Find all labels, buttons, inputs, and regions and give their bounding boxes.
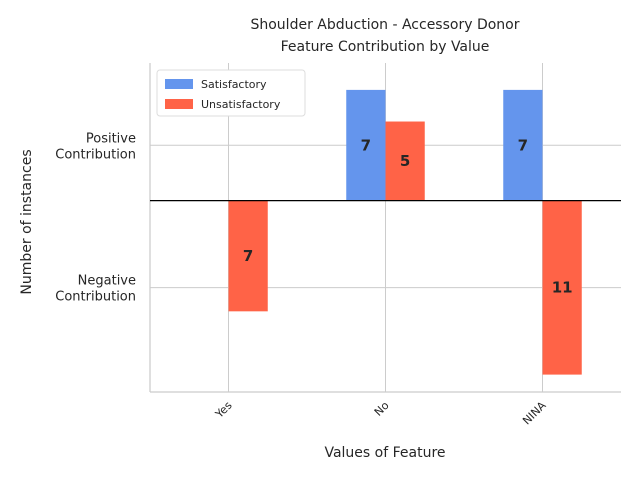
y-tick-label: Positive <box>86 131 136 146</box>
legend-label: Satisfactory <box>201 78 267 91</box>
chart-title-line-1: Shoulder Abduction - Accessory Donor <box>250 17 519 33</box>
legend-swatch <box>165 99 193 109</box>
legend-swatch <box>165 79 193 89</box>
x-tick-label: Yes <box>212 399 235 422</box>
bar <box>542 200 582 375</box>
legend-label: Unsatisfactory <box>201 98 281 111</box>
data-label: 5 <box>400 152 410 170</box>
data-label: 7 <box>361 136 371 154</box>
y-tick-label: Negative <box>78 274 136 289</box>
plot-area: 7 77511PositiveContributionNegativeContri… <box>55 63 621 427</box>
y-tick-label: Contribution <box>55 290 136 305</box>
x-axis-label: Values of Feature <box>324 445 445 461</box>
chart-title-line-2: Feature Contribution by Value <box>281 39 490 55</box>
data-label: 7 <box>518 136 528 154</box>
chart-title: Shoulder Abduction - Accessory Donor Fea… <box>250 17 519 55</box>
bar <box>346 89 386 201</box>
legend-box <box>156 69 306 117</box>
bar <box>228 200 268 312</box>
bar <box>385 121 425 201</box>
x-tick-label: NINA <box>520 399 549 428</box>
y-tick-label: Contribution <box>55 147 136 162</box>
y-axis-label: Number of instances <box>19 149 35 294</box>
data-label: 7 <box>243 247 253 265</box>
bar <box>503 89 543 201</box>
data-label: 11 <box>552 279 573 297</box>
x-tick-label: No <box>372 399 392 419</box>
